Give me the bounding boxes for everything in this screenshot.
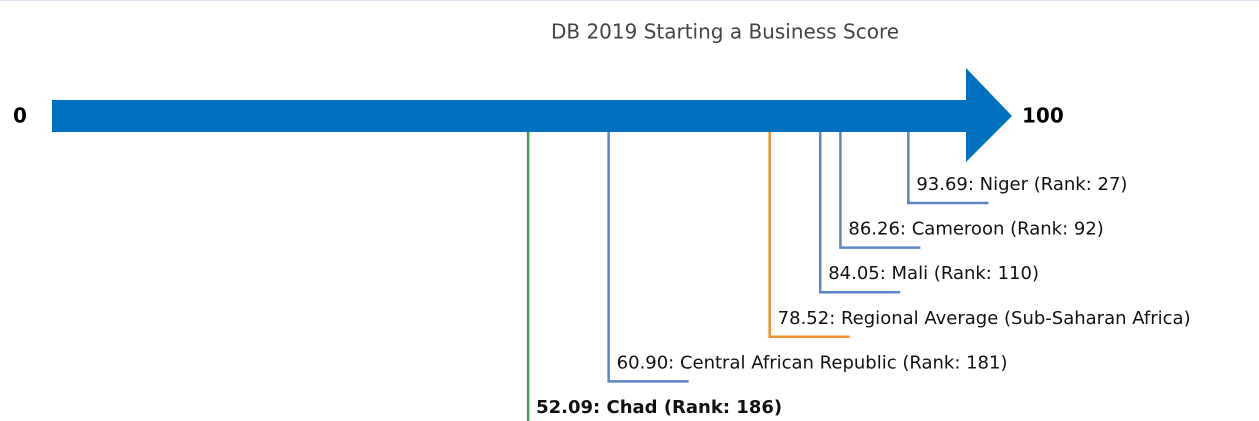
score-label: 52.09: Chad (Rank: 186) — [536, 397, 782, 418]
leader-line — [839, 132, 921, 249]
leader-line — [818, 132, 901, 294]
chart-title: DB 2019 Starting a Business Score — [551, 20, 899, 44]
leader-line — [907, 132, 989, 205]
arrow — [52, 68, 1012, 162]
score-label: 93.69: Niger (Rank: 27) — [916, 174, 1127, 195]
leader-line — [768, 132, 850, 339]
leader-line — [607, 132, 689, 383]
score-label: 86.26: Cameroon (Rank: 92) — [848, 219, 1103, 240]
score-label: 78.52: Regional Average (Sub-Saharan Afr… — [778, 308, 1191, 329]
score-label: 60.90: Central African Republic (Rank: 1… — [617, 352, 1008, 373]
axis-end-label: 0 — [13, 104, 27, 128]
score-label: 84.05: Mali (Rank: 110) — [828, 263, 1039, 284]
axis-end-label: 100 — [1022, 104, 1064, 128]
